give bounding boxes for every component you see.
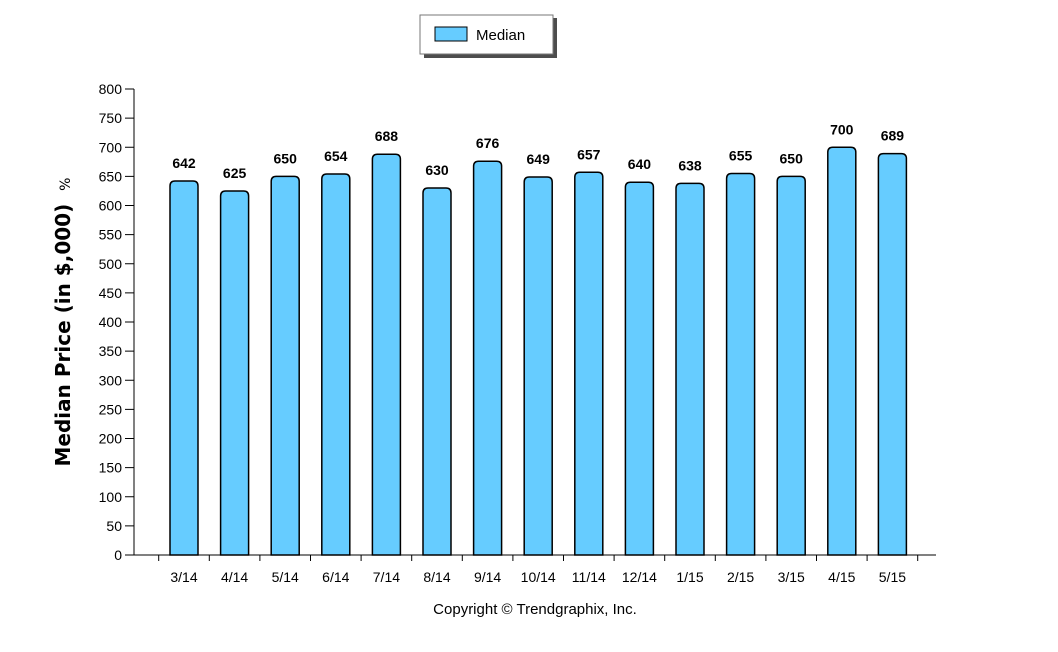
data-label: 642 [172, 155, 196, 171]
y-tick-label: 300 [99, 372, 123, 388]
legend-swatch-median [434, 26, 468, 42]
y-tick-label: 100 [99, 489, 123, 505]
y-tick-label: 700 [99, 139, 123, 155]
x-tick-label: 8/14 [423, 569, 450, 585]
y-tick-label: 0 [114, 547, 122, 563]
x-tick-label: 10/14 [521, 569, 556, 585]
x-tick-label: 11/14 [572, 569, 606, 585]
y-tick-label: 350 [99, 343, 123, 359]
x-tick-label: 5/15 [879, 569, 906, 585]
x-tick-label: 2/15 [727, 569, 754, 585]
bar [270, 175, 300, 556]
svg-text:Median Price (in $,000): Median Price (in $,000) % [51, 178, 75, 467]
x-tick-label: 4/15 [828, 569, 855, 585]
data-label: 638 [678, 157, 702, 173]
data-label: 689 [881, 128, 905, 144]
data-label: 657 [577, 146, 601, 162]
y-tick-label: 400 [99, 314, 123, 330]
bar [574, 171, 604, 556]
y-tick-label: 750 [99, 110, 123, 126]
x-tick-label: 3/15 [778, 569, 805, 585]
x-tick-label: 5/14 [272, 569, 299, 585]
y-tick-label: 650 [99, 168, 123, 184]
x-tick-label: 3/14 [170, 569, 197, 585]
bar [472, 160, 503, 556]
bar [877, 152, 908, 556]
bar [422, 187, 452, 556]
data-label: 630 [425, 162, 449, 178]
y-axis-label: Median Price (in $,000) [51, 204, 75, 467]
bar [371, 153, 402, 556]
data-label: 654 [324, 148, 348, 164]
y-tick-label: 200 [99, 431, 123, 447]
bar [827, 146, 857, 556]
bar [523, 176, 553, 556]
copyright-text: Copyright © Trendgraphix, Inc. [433, 601, 637, 618]
bar [624, 181, 655, 556]
x-tick-label: 1/15 [676, 569, 703, 585]
y-tick-label: 50 [106, 518, 122, 534]
data-label: 649 [527, 151, 551, 167]
bar [219, 190, 250, 556]
data-label: 688 [375, 128, 399, 144]
y-tick-label: 800 [99, 81, 123, 97]
data-label: 625 [223, 165, 247, 181]
y-tick-label: 450 [99, 285, 123, 301]
y-tick-label: 150 [99, 460, 123, 476]
y-tick-label: 550 [99, 227, 123, 243]
x-tick-label: 6/14 [322, 569, 349, 585]
x-tick-label: 4/14 [221, 569, 248, 585]
data-label: 676 [476, 135, 500, 151]
bar [776, 175, 806, 556]
x-tick-label: 7/14 [373, 569, 400, 585]
data-labels: 642 625 650 654 688 630 676 649 657 640 638 655 650 7… [172, 121, 904, 181]
bar [675, 182, 705, 556]
data-label: 650 [274, 150, 298, 166]
y-axis-suffix: % [58, 178, 74, 191]
data-label: 650 [780, 150, 804, 166]
x-tick-label: 12/14 [622, 569, 657, 585]
bar [169, 180, 199, 556]
y-axis: 0 50 100 150 200 250 300 350 400 450 500 550 600 650 7… [99, 81, 135, 563]
legend-label-median: Median [476, 27, 525, 44]
x-axis: 3/14 4/14 5/14 6/14 7/14 8/14 9/14 10/14 11/14 12… [134, 554, 936, 585]
x-tick-label: 9/14 [474, 569, 501, 585]
y-tick-label: 250 [99, 401, 123, 417]
legend: Median [419, 14, 557, 58]
y-tick-label: 600 [99, 198, 123, 214]
y-axis-title: Median Price (in $,000) % [51, 178, 75, 467]
data-label: 640 [628, 156, 652, 172]
bar [725, 172, 756, 556]
data-label: 700 [830, 121, 854, 137]
bar [321, 173, 351, 556]
bars [169, 146, 908, 556]
data-label: 655 [729, 147, 753, 163]
y-tick-label: 500 [99, 256, 123, 272]
